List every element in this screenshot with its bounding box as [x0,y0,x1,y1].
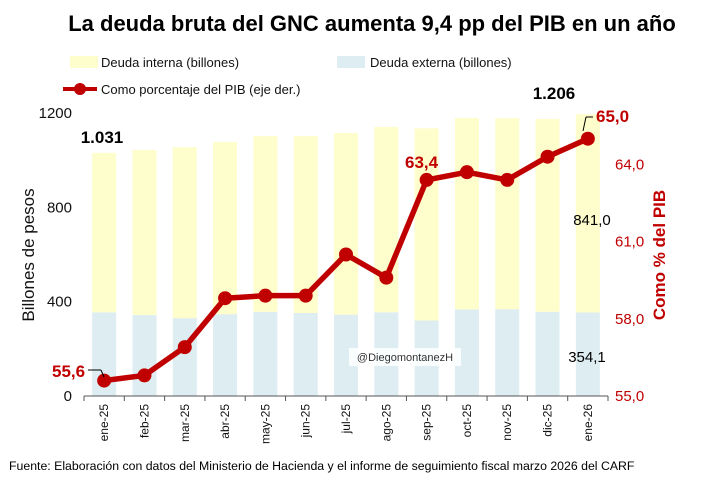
pib-point [258,288,273,303]
annotation-interna-last: 841,0 [573,212,611,229]
x-tick-label: ene-25 [97,404,111,442]
y-tick-label: 800 [47,199,72,216]
source-note: Fuente: Elaboración con datos del Minist… [9,459,635,473]
x-tick-label: jun-25 [299,404,313,439]
legend-label-externa: Deuda externa (billones) [370,55,512,70]
watermark: @DiegomontanezH [357,352,453,364]
y-tick-label: 400 [47,294,72,311]
y2-tick-label: 58,0 [615,311,644,328]
bar-interna [495,118,520,310]
y-axis-title: Billones de pesos [19,188,38,321]
annotation-pct-sep: 63,4 [405,153,439,172]
bar-interna [575,114,600,313]
legend-label-pib: Como porcentaje del PIB (eje der.) [101,82,300,97]
bar-interna [213,142,238,315]
bar-externa [293,312,318,396]
y2-tick-label: 55,0 [615,388,644,405]
x-tick-label: jul-25 [339,404,353,435]
x-axis-ticks: ene-25 feb-25 mar-25 abr-25 may-25 jun-25 jul-… [97,404,595,444]
x-tick-label: nov-25 [500,404,514,441]
bar-interna [334,133,358,315]
annotation-total-first: 1.031 [81,128,124,147]
x-tick-label: mar-25 [178,404,192,442]
bar-externa [535,311,560,396]
y2-axis-title: Como % del PIB [650,190,669,320]
pib-point [218,291,233,306]
bar-externa [575,312,600,396]
bar-interna [132,150,157,316]
y2-tick-label: 64,0 [615,156,644,173]
pib-point [177,340,192,355]
pib-point [339,247,353,262]
bar-externa [495,309,520,396]
chart-title: La deuda bruta del GNC aumenta 9,4 pp de… [68,11,676,36]
x-tick-label: sep-25 [420,404,434,441]
legend-marker-pib [74,83,86,95]
legend-swatch-externa [337,56,365,68]
annotation-pct-first: 55,6 [52,362,85,381]
x-tick-label: abr-25 [218,404,232,439]
bar-interna [293,136,318,313]
x-tick-label: feb-25 [137,404,151,438]
bar-interna [92,152,117,313]
legend-label-interna: Deuda interna (billones) [101,55,239,70]
pib-point [459,165,474,180]
y-tick-label: 0 [64,388,72,405]
annotation-pct-last-leader [582,116,587,132]
legend: Deuda interna (billones) Deuda externa (… [63,55,512,97]
watermark-box [349,348,461,366]
bars [92,114,600,396]
x-tick-label: ene-26 [581,404,595,442]
bar-externa [253,311,278,396]
y2-axis-ticks: 55,0 58,0 61,0 64,0 [615,156,644,405]
x-axis [83,395,609,401]
pib-point [419,172,434,187]
bar-interna [454,117,479,310]
pib-point [97,373,112,388]
annotation-total-last: 1.206 [533,84,576,103]
annotation-pct-first-leader2 [100,369,105,378]
x-tick-label: may-25 [258,404,272,444]
x-tick-label: dic-25 [541,404,555,437]
pib-point [540,149,555,164]
y-axis-ticks: 0 400 800 1200 [39,105,72,405]
bar-interna [172,147,197,319]
pib-point [298,288,313,303]
legend-swatch-interna [70,56,98,68]
bar-interna [414,128,439,321]
annotation-pct-last: 65,0 [596,107,629,126]
y-tick-label: 1200 [39,105,72,122]
bar-externa [213,314,238,396]
bar-interna [253,136,278,312]
bar-externa [172,318,197,396]
annotation-externa-last: 354,1 [568,349,606,366]
bar-externa [132,315,157,396]
x-tick-label: ago-25 [379,404,393,442]
pib-line [97,131,595,388]
bar-interna [535,118,560,312]
pib-point [580,131,595,146]
pib-point [379,270,394,285]
x-tick-label: oct-25 [460,404,474,438]
pib-point [500,172,515,187]
y2-tick-label: 61,0 [615,234,644,251]
pib-point [137,368,152,383]
